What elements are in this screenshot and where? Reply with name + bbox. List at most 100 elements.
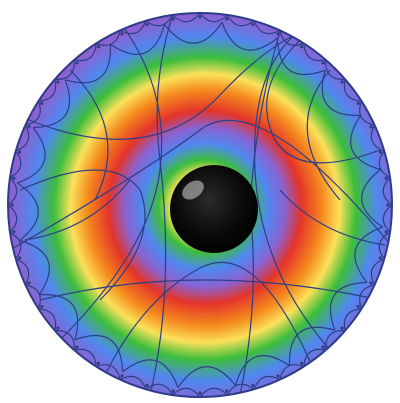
ring-arc [122,359,179,388]
rim-arc [359,100,375,126]
ring-arc [354,226,383,283]
ring-arc [19,239,50,295]
black-hole-highlight [182,180,204,200]
rim-arc [95,30,121,46]
vertex-dot [96,45,100,49]
tiling-line [39,279,381,301]
tiling-line [149,13,176,396]
rim-arc [279,364,305,380]
rim-arc [370,124,385,152]
vertex-dot [75,345,79,349]
rim-arc [119,375,147,390]
vertex-dot [378,150,382,154]
vertex-dot [18,150,22,154]
tiling-line [306,69,341,201]
vertex-dot [12,176,16,180]
rim-arc [95,364,121,380]
vertex-dot [145,23,149,27]
rim-arc [25,100,41,126]
tiling-line [253,29,331,351]
rim-arc [15,124,30,152]
rim-arc [253,20,281,35]
vertex-dot [340,326,344,330]
rim-arc [343,308,362,331]
rim-arc [54,330,75,351]
vertex-dot [356,305,360,309]
rim-arc [303,43,326,62]
rim-arc [226,14,255,27]
vertex-dot [378,256,382,260]
rim-arc [38,79,57,102]
vertex-dot [40,305,44,309]
vertex-dot [96,361,100,365]
ring-arc [65,44,112,84]
vertex-dot [12,230,16,234]
rim-arc [172,13,201,23]
rim-arc [370,258,385,286]
vertex-dot [27,125,31,129]
ring-arc [74,334,124,372]
rim-arc [74,43,97,62]
ring-arc [177,366,236,389]
rim-arc [25,284,41,310]
ring-arc [329,281,367,331]
tiling-lines [8,13,392,397]
tiling-line [266,39,381,164]
rim-arc [325,59,346,80]
ring-arc [288,326,335,366]
rim-arc [8,204,18,233]
vertex-dot [225,17,229,21]
vertex-dot [300,45,304,49]
rim-arc [378,231,391,260]
vertex-dot [171,389,175,393]
rim-arc [226,383,255,396]
vertex-dot [198,15,202,19]
rim-arc [15,258,30,286]
rim-arc [145,383,174,396]
ring-arc [350,115,381,171]
ring-arc [17,127,46,184]
ring-arc [33,79,71,129]
vertex-dot [369,281,373,285]
vertex-dot [56,326,60,330]
rim-arc [378,150,391,179]
tiling-line [24,179,131,241]
rim-arc [199,387,228,397]
ring-arc [234,355,290,386]
ring-arc [164,21,223,44]
vertex-dot [145,383,149,387]
rim-arc [325,330,346,351]
ring-arc [110,24,166,55]
rim-arc [199,13,228,23]
vertex-dot [225,389,229,393]
rim-arc [382,204,392,233]
vertex-dot [321,345,325,349]
vertex-dot [56,80,60,84]
tiling-line [19,169,146,301]
rim-arc [9,231,22,260]
black-hole [170,165,258,253]
ring-arc [221,22,278,51]
vertex-dot [251,23,255,27]
vertex-dot [386,203,390,207]
rim-arc [303,348,326,367]
ring-arc [321,70,361,117]
disc-rim [7,12,393,398]
vertex-dot [27,281,31,285]
vertex-dot [300,361,304,365]
ring-arc [39,293,79,340]
tiling-line [99,261,321,386]
rim-arc [145,14,174,27]
rim-arc [74,348,97,367]
rim-arc [172,387,201,397]
rim-arc [119,20,147,35]
rim-arc [8,177,18,206]
vertex-dot [18,256,22,260]
rim-arc [253,375,281,390]
vertex-dot [340,80,344,84]
tiling-line [9,119,392,251]
rim-arc [382,177,392,206]
vertex-dot [40,101,44,105]
rim-arc [343,79,362,102]
